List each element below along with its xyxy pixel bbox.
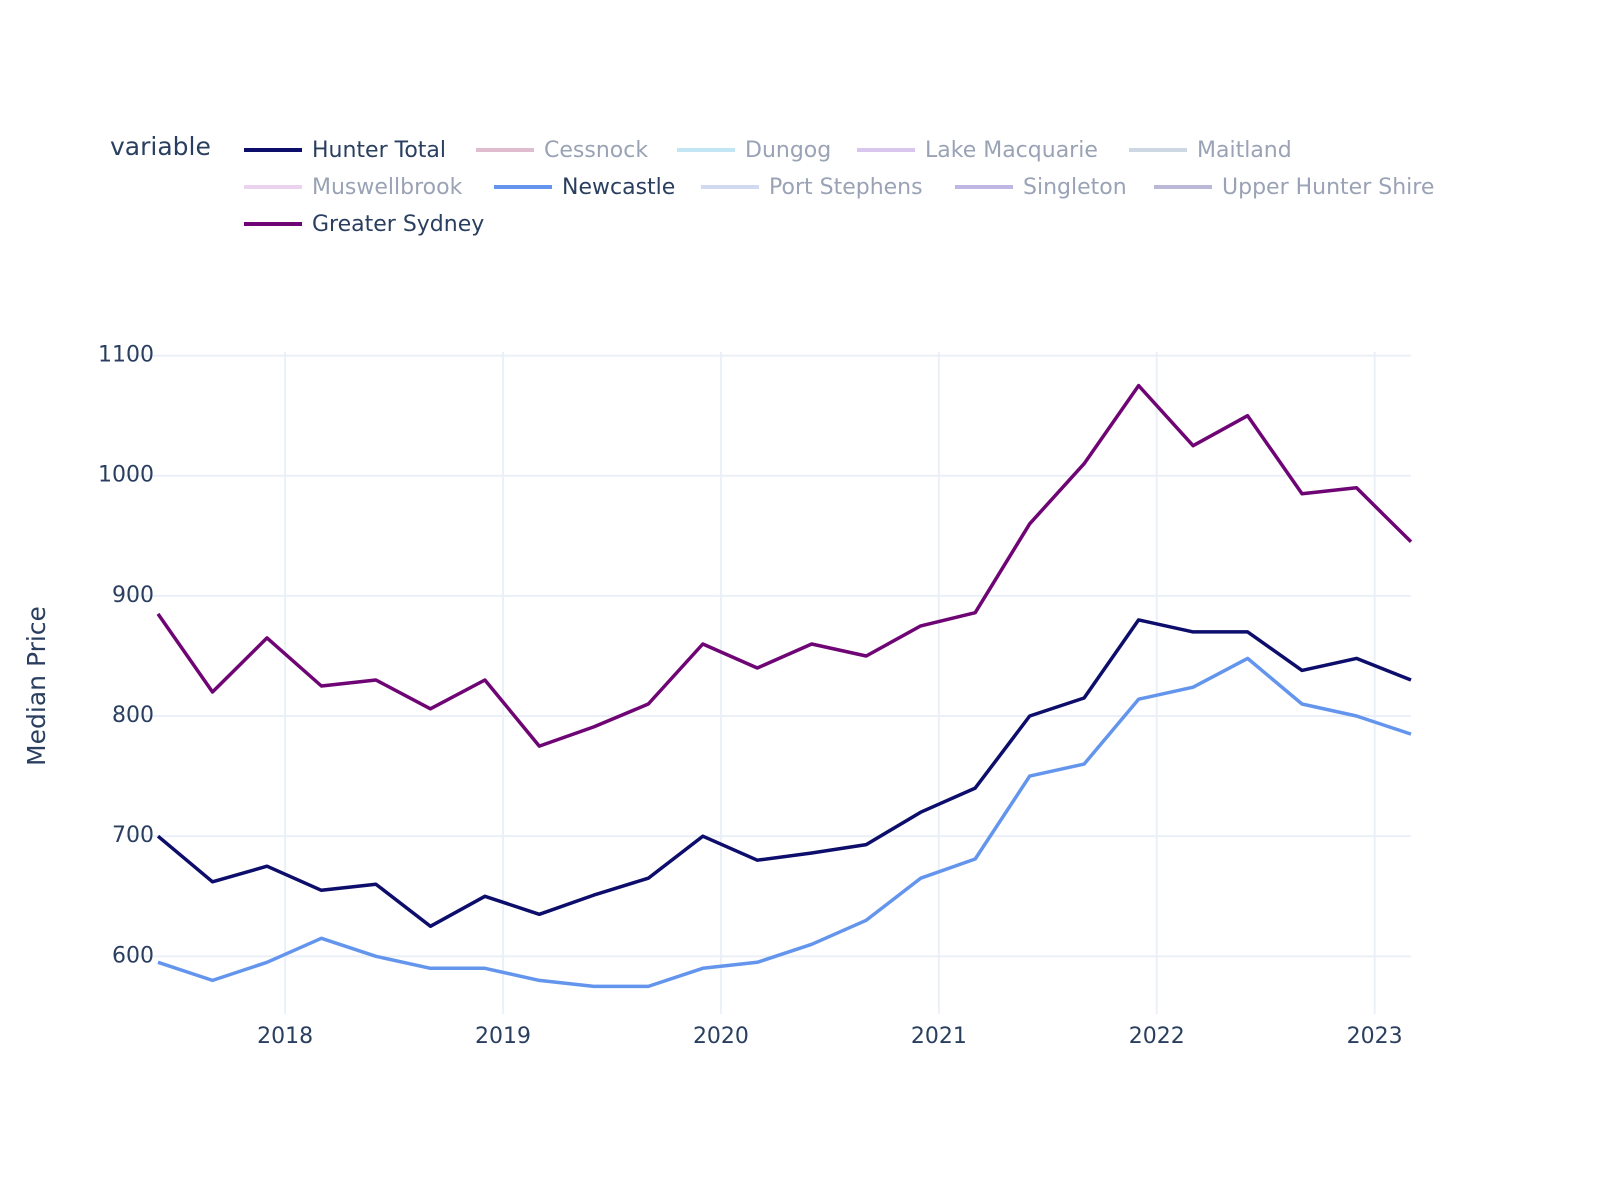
legend-label: Cessnock xyxy=(544,138,648,163)
x-tick-label: 2023 xyxy=(1347,1024,1403,1049)
legend-label: Singleton xyxy=(1023,175,1127,200)
legend-label: Dungog xyxy=(745,138,831,163)
legend-label: Greater Sydney xyxy=(312,212,484,237)
x-tick-label: 2021 xyxy=(911,1024,967,1049)
x-tick-label: 2019 xyxy=(475,1024,531,1049)
x-tick-label: 2018 xyxy=(257,1024,313,1049)
legend-label: Hunter Total xyxy=(312,138,446,163)
x-tick-label: 2020 xyxy=(693,1024,749,1049)
y-tick-label: 1100 xyxy=(98,343,154,368)
y-tick-label: 600 xyxy=(112,943,154,968)
y-tick-label: 800 xyxy=(112,703,154,728)
legend-title: variable xyxy=(110,132,211,161)
legend-label: Maitland xyxy=(1197,138,1292,163)
y-tick-label: 900 xyxy=(112,583,154,608)
legend-label: Port Stephens xyxy=(769,175,923,200)
legend-label: Lake Macquarie xyxy=(925,138,1098,163)
series-line xyxy=(156,618,1412,929)
legend-label: Muswellbrook xyxy=(312,175,463,200)
y-tick-label: 700 xyxy=(112,823,154,848)
series-line xyxy=(156,383,1413,748)
y-axis-title: Median Price xyxy=(22,606,51,766)
x-tick-label: 2022 xyxy=(1129,1024,1185,1049)
legend-label: Upper Hunter Shire xyxy=(1222,175,1434,200)
y-tick-label: 1000 xyxy=(98,463,154,488)
series-line xyxy=(157,656,1412,989)
legend-label: Newcastle xyxy=(562,175,675,200)
